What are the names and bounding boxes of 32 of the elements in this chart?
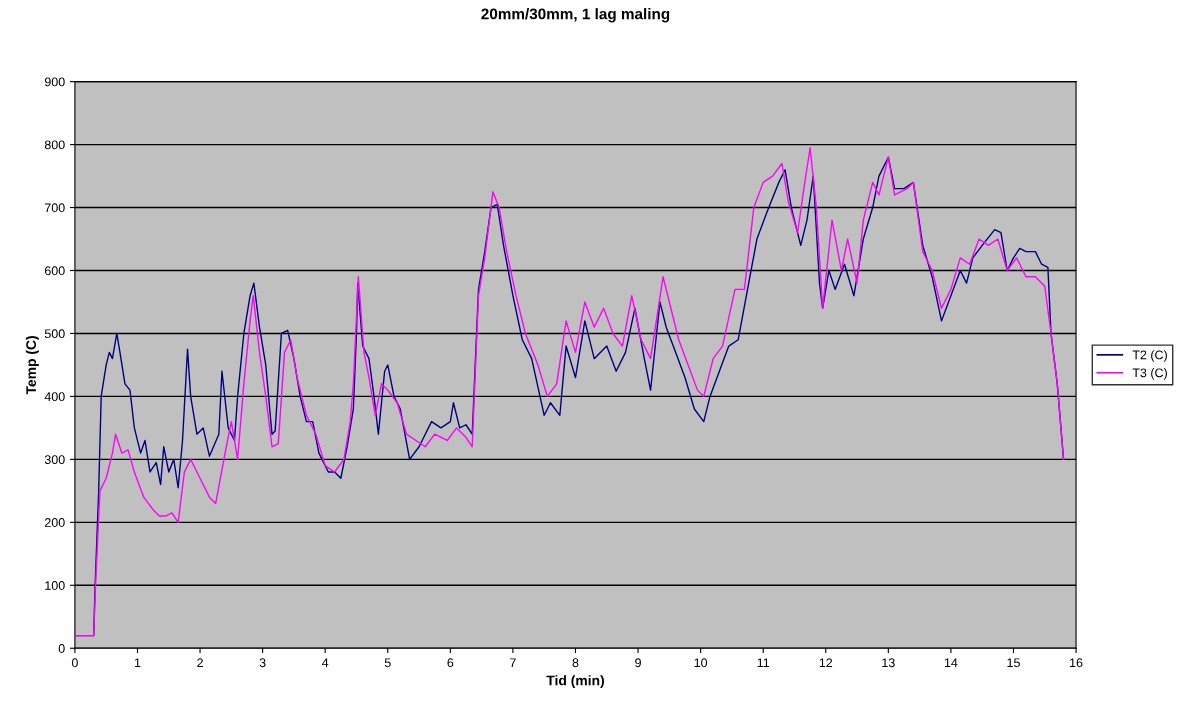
x-tick-label: 6 — [447, 658, 454, 668]
x-tick-label: 3 — [259, 658, 266, 668]
x-axis-title: Tid (min) — [546, 675, 604, 689]
y-axis-title: Temp (C) — [25, 336, 39, 395]
x-tick-label: 12 — [819, 658, 833, 668]
x-tick-label: 13 — [882, 658, 895, 668]
x-tick-label: 10 — [694, 658, 708, 668]
y-tick-label: 0 — [58, 644, 65, 653]
y-tick-label: 400 — [44, 392, 65, 402]
y-tick-label: 100 — [45, 581, 65, 590]
x-tick-label: 14 — [944, 658, 958, 668]
x-tick-label: 7 — [510, 658, 516, 668]
y-tick-label: 500 — [44, 329, 65, 339]
legend-label: T3 (C) — [1132, 368, 1167, 380]
y-tick-label: 600 — [44, 266, 65, 276]
x-tick-label: 9 — [635, 658, 641, 668]
x-tick-label: 0 — [71, 658, 78, 668]
x-tick-label: 8 — [572, 658, 579, 668]
y-tick-label: 200 — [44, 518, 65, 527]
legend-label: T2 (C) — [1132, 350, 1167, 362]
x-tick-label: 5 — [384, 658, 391, 668]
y-tick-label: 800 — [44, 140, 65, 150]
x-tick-label: 11 — [757, 658, 770, 668]
x-tick-label: 16 — [1070, 658, 1083, 668]
y-tick-label: 900 — [44, 77, 65, 87]
y-tick-label: 300 — [44, 455, 65, 465]
x-tick-label: 4 — [322, 658, 329, 668]
x-tick-label: 1 — [134, 658, 141, 668]
x-tick-label: 2 — [197, 658, 203, 668]
y-tick-label: 700 — [44, 203, 65, 213]
x-tick-label: 15 — [1007, 658, 1020, 668]
chart-title: 20mm/30mm, 1 lag maling — [481, 8, 670, 23]
